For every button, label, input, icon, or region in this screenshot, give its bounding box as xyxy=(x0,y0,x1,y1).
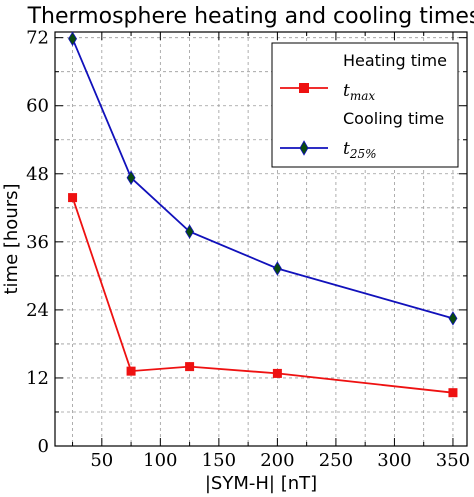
y-tick-label: 0 xyxy=(38,436,49,457)
y-tick-label: 12 xyxy=(26,368,49,389)
y-tick-label: 72 xyxy=(26,28,49,49)
legend-symbol-cooling-main: t xyxy=(343,139,350,159)
legend-marker-cooling xyxy=(299,140,309,156)
series xyxy=(68,31,458,398)
axis-ticks xyxy=(55,32,467,447)
x-tick-label: 150 xyxy=(202,450,236,471)
x-tick-label: 100 xyxy=(143,450,177,471)
x-tick-label: 50 xyxy=(90,450,113,471)
y-tick-label: 36 xyxy=(26,232,49,253)
legend-heading-cooling: Cooling time xyxy=(343,109,444,128)
data-point-heating xyxy=(448,388,458,398)
y-tick-label: 48 xyxy=(26,164,49,185)
data-point-heating xyxy=(68,193,78,203)
x-tick-labels: 50 100 150 200 250 300 350 xyxy=(90,450,470,471)
legend-symbol-heating-sub: max xyxy=(350,89,376,103)
data-point-heating xyxy=(185,362,195,372)
y-tick-labels: 0 12 24 36 48 60 72 xyxy=(26,28,49,457)
x-tick-label: 350 xyxy=(436,450,470,471)
data-point-heating xyxy=(272,368,282,378)
legend-marker-heating xyxy=(299,83,309,93)
x-tick-label: 200 xyxy=(260,450,294,471)
data-point-cooling xyxy=(185,224,195,239)
y-axis-label: time [hours] xyxy=(1,183,22,294)
x-tick-label: 300 xyxy=(377,450,411,471)
legend-symbol-heating-main: t xyxy=(343,81,350,101)
legend-symbol-heating: tmax xyxy=(343,81,375,103)
data-point-cooling xyxy=(68,31,78,47)
legend: Heating time tmax Cooling time t25% xyxy=(271,42,459,168)
y-tick-label: 24 xyxy=(26,300,49,321)
data-point-heating xyxy=(126,366,136,376)
y-tick-label: 60 xyxy=(26,96,49,117)
x-axis-label: |SYM-H| [nT] xyxy=(205,473,317,494)
chart-title: Thermosphere heating and cooling times xyxy=(27,4,474,29)
legend-heading-heating: Heating time xyxy=(343,51,447,70)
x-tick-label: 250 xyxy=(319,450,353,471)
series-cooling xyxy=(68,31,458,326)
series-heating xyxy=(68,193,458,398)
series-line-heating xyxy=(71,197,454,394)
data-point-cooling xyxy=(126,170,136,186)
plot-area-border xyxy=(54,31,468,447)
data-point-cooling xyxy=(272,261,282,276)
legend-symbol-cooling-sub: 25% xyxy=(349,147,377,161)
data-point-cooling xyxy=(448,311,458,326)
legend-symbol-cooling: t25% xyxy=(343,139,377,161)
